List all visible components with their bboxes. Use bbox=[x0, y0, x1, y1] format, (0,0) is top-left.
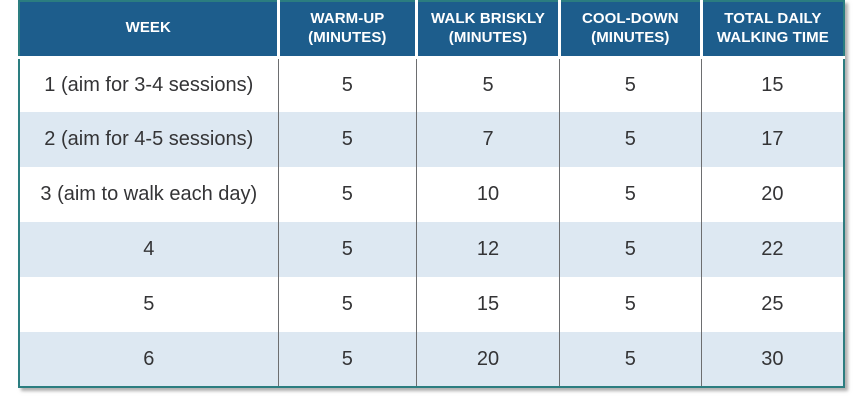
cell-week: 4 bbox=[19, 222, 279, 277]
cell-week: 6 bbox=[19, 332, 279, 387]
cell-warmup: 5 bbox=[277, 332, 417, 387]
cell-total: 30 bbox=[700, 332, 844, 387]
cell-week: 5 bbox=[19, 277, 279, 332]
cell-warmup: 5 bbox=[277, 222, 417, 277]
cell-cooldown: 5 bbox=[558, 112, 702, 167]
cell-brisk: 5 bbox=[416, 57, 560, 112]
cell-cooldown: 5 bbox=[558, 167, 702, 222]
cell-brisk: 10 bbox=[416, 167, 560, 222]
column-header-total: TOTAL DAILY WALKING TIME bbox=[699, 1, 844, 59]
cell-warmup: 5 bbox=[277, 57, 417, 112]
cell-cooldown: 5 bbox=[558, 277, 702, 332]
cell-warmup: 5 bbox=[277, 167, 417, 222]
column-header-week: WEEK bbox=[19, 1, 279, 59]
header-row: WEEK WARM-UP (MINUTES) WALK BRISKLY (MIN… bbox=[19, 1, 844, 59]
table-row: 3 (aim to walk each day) 5 10 5 20 bbox=[19, 167, 844, 222]
walking-schedule-container: WEEK WARM-UP (MINUTES) WALK BRISKLY (MIN… bbox=[18, 0, 845, 388]
cell-warmup: 5 bbox=[277, 277, 417, 332]
cell-cooldown: 5 bbox=[558, 57, 702, 112]
cell-total: 22 bbox=[700, 222, 844, 277]
table-row: 6 5 20 5 30 bbox=[19, 332, 844, 387]
table-row: 1 (aim for 3-4 sessions) 5 5 5 15 bbox=[19, 57, 844, 112]
cell-week: 1 (aim for 3-4 sessions) bbox=[19, 57, 279, 112]
cell-week: 3 (aim to walk each day) bbox=[19, 167, 279, 222]
table-row: 2 (aim for 4-5 sessions) 5 7 5 17 bbox=[19, 112, 844, 167]
cell-brisk: 12 bbox=[416, 222, 560, 277]
cell-total: 17 bbox=[700, 112, 844, 167]
cell-cooldown: 5 bbox=[558, 222, 702, 277]
column-header-cooldown: COOL-DOWN (MINUTES) bbox=[557, 1, 702, 59]
table-row: 4 5 12 5 22 bbox=[19, 222, 844, 277]
cell-cooldown: 5 bbox=[558, 332, 702, 387]
cell-brisk: 20 bbox=[416, 332, 560, 387]
column-header-warmup: WARM-UP (MINUTES) bbox=[276, 1, 417, 59]
cell-total: 20 bbox=[700, 167, 844, 222]
cell-total: 15 bbox=[700, 57, 844, 112]
cell-warmup: 5 bbox=[277, 112, 417, 167]
cell-week: 2 (aim for 4-5 sessions) bbox=[19, 112, 279, 167]
cell-brisk: 15 bbox=[416, 277, 560, 332]
cell-total: 25 bbox=[700, 277, 844, 332]
walking-schedule-table: WEEK WARM-UP (MINUTES) WALK BRISKLY (MIN… bbox=[18, 0, 845, 388]
table-row: 5 5 15 5 25 bbox=[19, 277, 844, 332]
column-header-walk-briskly: WALK BRISKLY (MINUTES) bbox=[415, 1, 560, 59]
cell-brisk: 7 bbox=[416, 112, 560, 167]
